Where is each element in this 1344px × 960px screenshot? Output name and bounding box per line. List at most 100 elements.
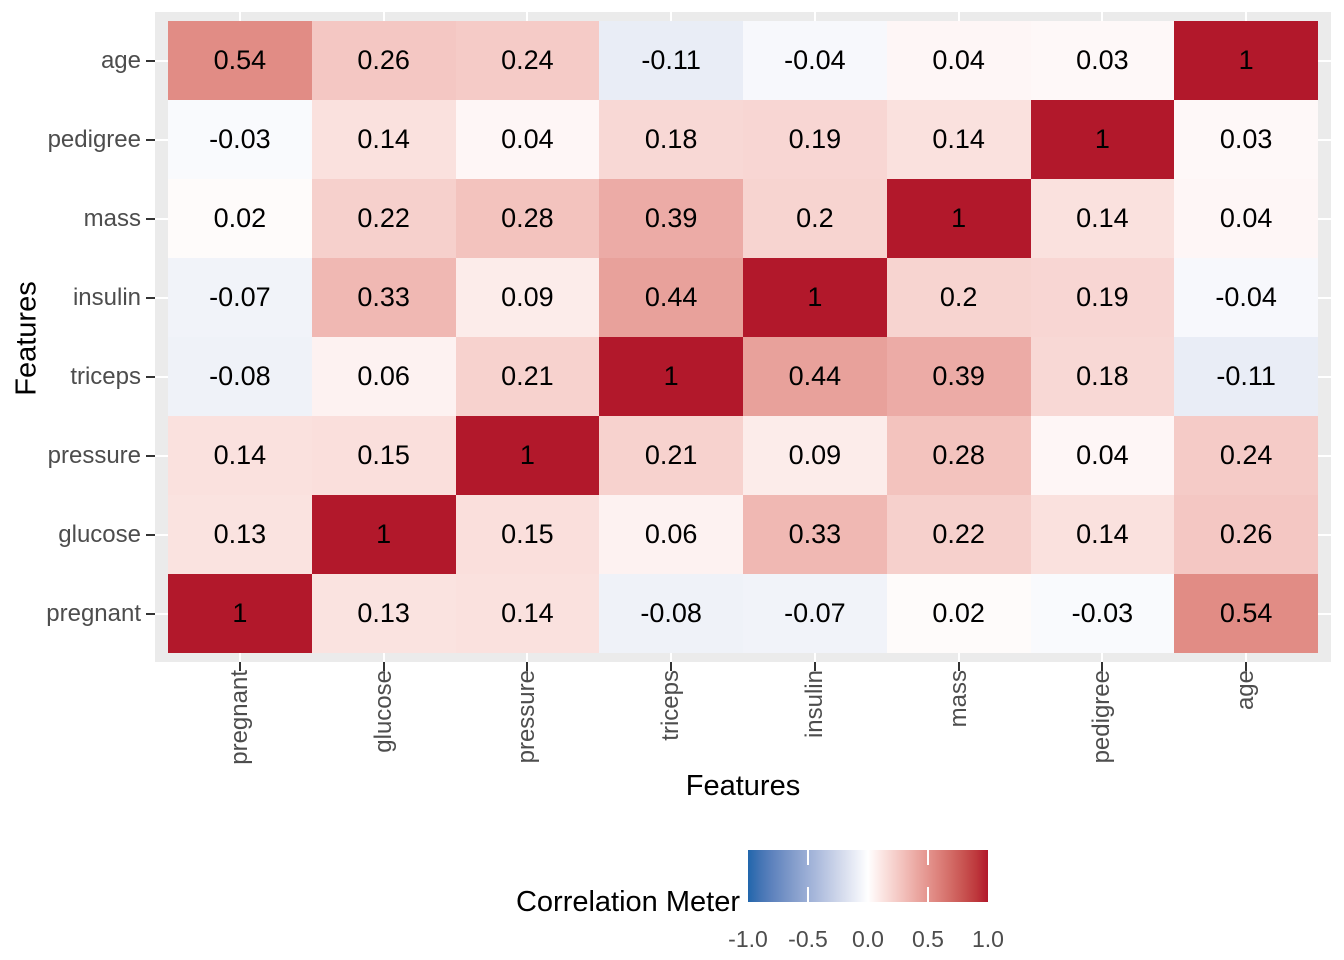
heatmap-cell: 0.14 bbox=[1030, 179, 1175, 258]
heatmap-cell: 0.19 bbox=[743, 100, 887, 179]
heatmap-tiles: 0.54 0.26 0.24 -0.11 -0.04 0.04 0.03 1 -0.03 0.14… bbox=[168, 21, 1318, 653]
legend-tick-notch bbox=[927, 887, 929, 902]
heatmap-cell: 0.14 bbox=[311, 100, 456, 179]
x-tick-mark bbox=[670, 662, 673, 671]
heatmap-cell: 1 bbox=[599, 337, 743, 416]
heatmap-cell: 1 bbox=[311, 495, 456, 574]
heatmap-cell: 0.19 bbox=[1030, 258, 1175, 337]
heatmap-cell: 0.28 bbox=[886, 416, 1031, 495]
heatmap-cell: 0.14 bbox=[1030, 495, 1175, 574]
heatmap-cell: 1 bbox=[886, 179, 1031, 258]
heatmap-cell: -0.03 bbox=[168, 100, 312, 179]
y-axis-label-mass: mass bbox=[83, 204, 141, 232]
heatmap-cell: 0.18 bbox=[599, 100, 743, 179]
heatmap-cell: -0.08 bbox=[168, 337, 312, 416]
heatmap-cell: 0.2 bbox=[743, 179, 887, 258]
heatmap-cell: 0.04 bbox=[1174, 179, 1318, 258]
x-axis-label-pedigree: pedigree bbox=[1088, 670, 1116, 764]
legend-tick-label: -1.0 bbox=[728, 926, 768, 952]
heatmap-cell: -0.04 bbox=[743, 21, 887, 100]
heatmap-cell: 0.26 bbox=[1174, 495, 1318, 574]
x-tick-mark bbox=[813, 662, 816, 671]
y-tick-mark bbox=[146, 533, 155, 536]
heatmap-cell: 0.02 bbox=[886, 574, 1031, 653]
y-tick-mark bbox=[146, 612, 155, 615]
heatmap-cell: -0.07 bbox=[743, 574, 887, 653]
x-tick-mark bbox=[238, 662, 241, 671]
heatmap-cell: 0.18 bbox=[1030, 337, 1175, 416]
heatmap-cell: 0.06 bbox=[311, 337, 456, 416]
y-tick-mark bbox=[146, 296, 155, 299]
x-axis-label-age: age bbox=[1232, 670, 1260, 711]
heatmap-cell: 0.54 bbox=[1174, 574, 1318, 653]
heatmap-cell: 0.21 bbox=[455, 337, 600, 416]
x-axis-label-mass: mass bbox=[944, 670, 972, 728]
y-axis-label-pedigree: pedigree bbox=[47, 125, 141, 153]
heatmap-cell: 0.15 bbox=[455, 495, 600, 574]
x-axis-label-pressure: pressure bbox=[513, 670, 541, 764]
heatmap-cell: 0.24 bbox=[1174, 416, 1318, 495]
y-axis-label-triceps: triceps bbox=[70, 362, 141, 390]
y-axis-label-insulin: insulin bbox=[72, 283, 141, 311]
legend-tick-label: 0.5 bbox=[912, 926, 944, 952]
x-tick-mark bbox=[1101, 662, 1104, 671]
heatmap-cell: 0.13 bbox=[168, 495, 312, 574]
heatmap-cell: 0.44 bbox=[743, 337, 887, 416]
plot-panel: 0.54 0.26 0.24 -0.11 -0.04 0.04 0.03 1 -0.03 0.14… bbox=[155, 12, 1331, 662]
y-tick-mark bbox=[146, 138, 155, 141]
heatmap-cell: 1 bbox=[168, 574, 312, 653]
x-axis-label-glucose: glucose bbox=[369, 670, 397, 753]
heatmap-cell: 0.24 bbox=[455, 21, 600, 100]
heatmap-cell: 0.04 bbox=[455, 100, 600, 179]
x-axis-title: Features bbox=[685, 770, 801, 802]
legend-colorbar bbox=[748, 850, 988, 902]
y-axis-label-pressure: pressure bbox=[47, 441, 141, 469]
heatmap-cell: -0.07 bbox=[168, 258, 312, 337]
x-axis-label-pregnant: pregnant bbox=[225, 670, 253, 765]
heatmap-cell: 0.14 bbox=[886, 100, 1031, 179]
heatmap-cell: 0.15 bbox=[311, 416, 456, 495]
heatmap-cell: 0.39 bbox=[599, 179, 743, 258]
x-tick-mark bbox=[1245, 662, 1248, 671]
y-tick-mark bbox=[146, 454, 155, 457]
y-axis-label-glucose: glucose bbox=[58, 520, 141, 548]
heatmap-cell: 0.09 bbox=[455, 258, 600, 337]
heatmap-cell: 0.22 bbox=[886, 495, 1031, 574]
y-axis-title: Features bbox=[10, 281, 43, 396]
heatmap-cell: 0.22 bbox=[311, 179, 456, 258]
x-axis-label-triceps: triceps bbox=[657, 670, 685, 741]
heatmap-cell: 0.04 bbox=[1030, 416, 1175, 495]
heatmap-cell: 0.54 bbox=[168, 21, 312, 100]
y-tick-mark bbox=[146, 375, 155, 378]
heatmap-cell: -0.11 bbox=[599, 21, 743, 100]
heatmap-cell: 0.39 bbox=[886, 337, 1031, 416]
heatmap-cell: 0.26 bbox=[311, 21, 456, 100]
x-tick-mark bbox=[957, 662, 960, 671]
heatmap-cell: 0.14 bbox=[168, 416, 312, 495]
heatmap-cell: 0.03 bbox=[1030, 21, 1175, 100]
heatmap-cell: 0.09 bbox=[743, 416, 887, 495]
heatmap-cell: 1 bbox=[1030, 100, 1175, 179]
legend-tick-label: -0.5 bbox=[788, 926, 828, 952]
heatmap-cell: 0.04 bbox=[886, 21, 1031, 100]
x-tick-mark bbox=[382, 662, 385, 671]
y-tick-mark bbox=[146, 217, 155, 220]
legend-tick-label: 0.0 bbox=[852, 926, 884, 952]
heatmap-cell: 0.13 bbox=[311, 574, 456, 653]
heatmap-cell: 0.02 bbox=[168, 179, 312, 258]
heatmap-cell: -0.03 bbox=[1030, 574, 1175, 653]
heatmap-cell: 0.44 bbox=[599, 258, 743, 337]
heatmap-cell: -0.11 bbox=[1174, 337, 1318, 416]
x-tick-mark bbox=[526, 662, 529, 671]
legend-title: Correlation Meter bbox=[515, 886, 740, 918]
legend-tick-notch bbox=[807, 887, 809, 902]
heatmap-cell: 0.33 bbox=[743, 495, 887, 574]
heatmap-cell: 0.06 bbox=[599, 495, 743, 574]
legend-tick-notch bbox=[807, 850, 809, 865]
y-axis-label-pregnant: pregnant bbox=[46, 599, 141, 627]
heatmap-cell: 0.03 bbox=[1174, 100, 1318, 179]
y-axis-label-age: age bbox=[100, 46, 141, 74]
heatmap-cell: 1 bbox=[1174, 21, 1318, 100]
y-tick-mark bbox=[146, 59, 155, 62]
